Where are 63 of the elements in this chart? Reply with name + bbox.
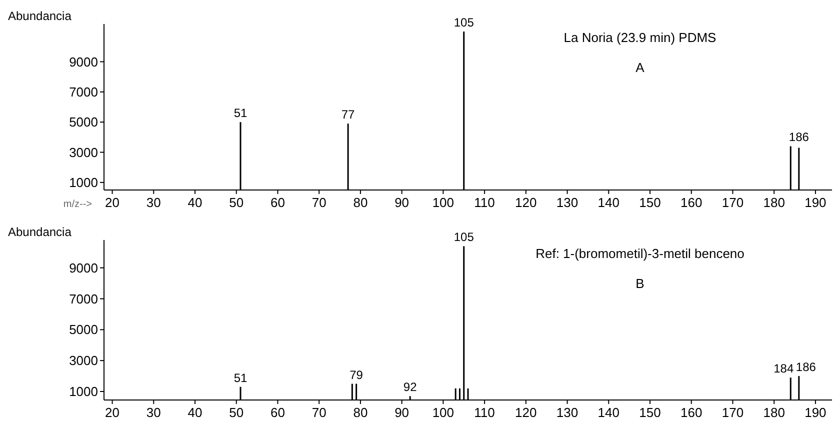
x-tick-label: 80 xyxy=(353,195,368,210)
x-tick-label: 100 xyxy=(432,195,454,210)
annotation: 51 xyxy=(234,106,248,120)
x-tick-label: 180 xyxy=(763,195,785,210)
annotation: 92 xyxy=(403,380,418,394)
annotation: La Noria (23.9 min) PDMS xyxy=(564,30,717,45)
x-tick-label: 110 xyxy=(474,195,495,210)
y-tick-label: 7000 xyxy=(69,84,98,100)
y-tick-label: 1000 xyxy=(69,175,98,190)
annotation: 186 xyxy=(788,130,810,144)
y-axis-title: Abundancia xyxy=(8,225,72,239)
x-tick-label: 60 xyxy=(270,195,285,210)
x-tick-label: 70 xyxy=(312,195,326,210)
x-tick-label: 170 xyxy=(722,405,744,420)
annotation: 51 xyxy=(234,370,248,385)
x-axis-title: m/z--> xyxy=(63,199,92,210)
x-tick-label: 60 xyxy=(270,405,285,420)
annotation: Ref: 1-(bromometil)-3-metil benceno xyxy=(536,246,744,261)
y-axis-title: Abundancia xyxy=(8,9,72,23)
x-tick-label: 30 xyxy=(146,405,161,420)
annotation: 105 xyxy=(454,230,474,244)
annotation: 186 xyxy=(796,360,816,374)
x-tick-label: 160 xyxy=(680,405,702,420)
x-tick-label: 100 xyxy=(432,405,454,420)
x-tick-label: 110 xyxy=(474,405,495,420)
y-tick-label: 3000 xyxy=(69,144,98,160)
x-tick-label: 190 xyxy=(804,195,826,210)
y-tick-label: 5000 xyxy=(69,114,98,130)
x-tick-label: 160 xyxy=(680,195,702,210)
annotation: A xyxy=(636,60,645,75)
annotation: 184 xyxy=(774,362,794,376)
x-tick-label: 120 xyxy=(515,195,537,210)
x-tick-label: 130 xyxy=(556,405,578,420)
annotation: 79 xyxy=(350,368,364,382)
x-tick-label: 120 xyxy=(515,405,537,420)
y-tick-label: 1000 xyxy=(69,384,98,400)
x-tick-label: 20 xyxy=(105,195,120,210)
x-tick-label: 80 xyxy=(353,405,368,420)
x-tick-label: 70 xyxy=(312,405,326,420)
y-tick-label: 9000 xyxy=(69,54,98,70)
x-tick-label: 150 xyxy=(639,405,661,420)
x-tick-label: 90 xyxy=(394,405,410,420)
annotation: 105 xyxy=(454,16,474,30)
x-tick-label: 150 xyxy=(639,195,661,210)
x-tick-label: 50 xyxy=(229,405,244,420)
x-tick-label: 40 xyxy=(188,405,202,420)
y-tick-label: 9000 xyxy=(69,260,98,276)
x-tick-label: 170 xyxy=(722,195,744,210)
annotation: B xyxy=(636,276,644,291)
x-tick-label: 20 xyxy=(105,405,120,420)
x-tick-label: 130 xyxy=(556,195,578,210)
x-tick-label: 190 xyxy=(804,405,826,420)
x-tick-label: 180 xyxy=(763,405,785,420)
x-tick-label: 90 xyxy=(394,195,410,210)
annotation: 77 xyxy=(341,108,356,122)
y-tick-label: 5000 xyxy=(69,322,98,338)
x-tick-label: 40 xyxy=(188,195,202,210)
y-tick-label: 3000 xyxy=(69,353,98,368)
x-tick-label: 30 xyxy=(146,195,161,210)
x-tick-label: 140 xyxy=(598,405,620,420)
y-tick-label: 7000 xyxy=(69,291,98,306)
x-tick-label: 140 xyxy=(598,195,620,210)
x-tick-label: 50 xyxy=(229,195,244,210)
